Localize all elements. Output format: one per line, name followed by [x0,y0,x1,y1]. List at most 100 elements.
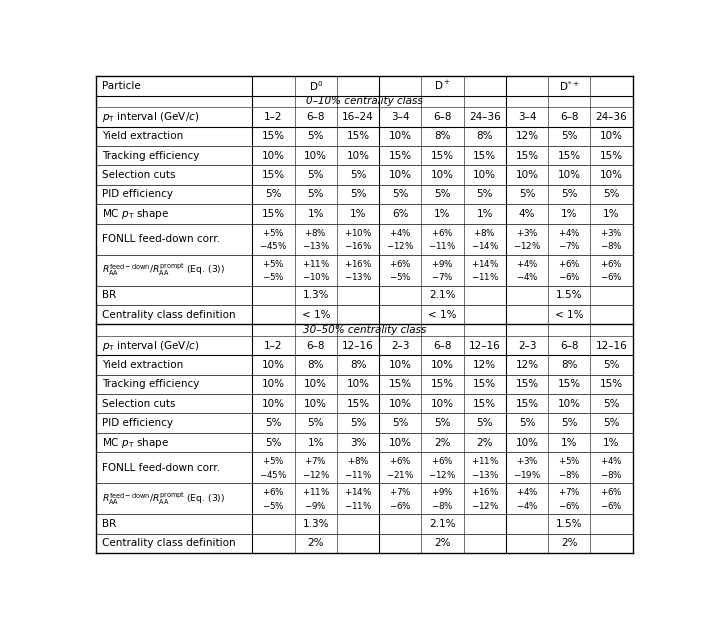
Text: 1%: 1% [308,209,324,219]
Text: FONLL feed-down corr.: FONLL feed-down corr. [102,234,220,244]
Text: 5%: 5% [265,437,282,447]
Text: $+6$%: $+6$% [262,487,285,497]
Text: 2%: 2% [477,437,493,447]
Text: PID efficiency: PID efficiency [102,189,173,199]
Text: 15%: 15% [558,379,581,389]
Text: $-45$%: $-45$% [259,469,287,480]
Text: 5%: 5% [604,360,620,370]
Text: Particle: Particle [102,81,140,91]
Text: 2.1%: 2.1% [429,519,456,529]
Text: 12–16: 12–16 [469,341,501,351]
Text: 10%: 10% [389,360,412,370]
Text: 15%: 15% [600,151,623,161]
Text: D$^+$: D$^+$ [434,79,451,92]
Text: 15%: 15% [262,131,285,141]
Text: 10%: 10% [389,170,412,180]
Text: $-11$%: $-11$% [471,272,499,282]
Text: 0–10% centrality class: 0–10% centrality class [306,97,423,107]
Text: 4%: 4% [519,209,535,219]
Text: 5%: 5% [519,189,535,199]
Text: $-12$%: $-12$% [301,469,330,480]
Text: 1%: 1% [561,437,578,447]
Text: 12–16: 12–16 [342,341,374,351]
Text: 8%: 8% [434,131,450,141]
Text: 10%: 10% [304,151,328,161]
Text: $-6$%: $-6$% [558,272,580,282]
Text: $+7$%: $+7$% [304,455,327,467]
Text: 10%: 10% [431,360,454,370]
Text: 15%: 15% [347,399,369,409]
Text: $-8$%: $-8$% [600,469,623,480]
Text: 15%: 15% [389,151,412,161]
Text: 15%: 15% [389,379,412,389]
Text: $-4$%: $-4$% [515,500,539,511]
Text: 5%: 5% [477,418,493,428]
Text: $+14$%: $+14$% [344,487,372,497]
Text: $+4$%: $+4$% [515,487,539,497]
Text: $-11$%: $-11$% [344,500,372,511]
Text: 1–2: 1–2 [264,341,283,351]
Text: $+5$%: $+5$% [558,455,580,467]
Text: $-13$%: $-13$% [471,469,499,480]
Text: $+7$%: $+7$% [389,487,412,497]
Text: Yield extraction: Yield extraction [102,360,183,370]
Text: $-6$%: $-6$% [558,500,580,511]
Text: $+6$%: $+6$% [600,487,623,497]
Text: 5%: 5% [308,170,324,180]
Text: $+8$%: $+8$% [347,455,369,467]
Text: 8%: 8% [477,131,493,141]
Text: 2–3: 2–3 [517,341,537,351]
Text: 5%: 5% [561,189,578,199]
Text: 16–24: 16–24 [342,112,374,122]
Text: 10%: 10% [515,170,539,180]
Text: 5%: 5% [604,189,620,199]
Text: 8%: 8% [349,360,366,370]
Text: 8%: 8% [561,360,578,370]
Text: 10%: 10% [262,360,285,370]
Text: 1%: 1% [434,209,450,219]
Text: 1.3%: 1.3% [303,290,329,300]
Text: FONLL feed-down corr.: FONLL feed-down corr. [102,463,220,473]
Text: $-5$%: $-5$% [262,272,285,282]
Text: 2%: 2% [308,538,324,548]
Text: 8%: 8% [308,360,324,370]
Text: $-19$%: $-19$% [513,469,542,480]
Text: $-7$%: $-7$% [558,240,580,251]
Text: $-13$%: $-13$% [301,240,330,251]
Text: 10%: 10% [262,151,285,161]
Text: 24–36: 24–36 [596,112,628,122]
Text: 10%: 10% [262,379,285,389]
Text: 5%: 5% [561,131,578,141]
Text: 6–8: 6–8 [306,112,325,122]
Text: $-10$%: $-10$% [301,272,330,282]
Text: 6–8: 6–8 [433,341,452,351]
Text: $-11$%: $-11$% [344,469,372,480]
Text: 2%: 2% [434,538,450,548]
Text: 15%: 15% [600,379,623,389]
Text: 10%: 10% [389,131,412,141]
Text: $-13$%: $-13$% [344,272,372,282]
Text: 2–3: 2–3 [391,341,409,351]
Text: 10%: 10% [600,170,623,180]
Text: $+6$%: $+6$% [389,258,412,269]
Text: < 1%: < 1% [429,310,457,320]
Text: 2%: 2% [434,437,450,447]
Text: 10%: 10% [389,437,412,447]
Text: $-6$%: $-6$% [600,272,623,282]
Text: $+11$%: $+11$% [301,487,330,497]
Text: 12%: 12% [515,360,539,370]
Text: $+3$%: $+3$% [515,455,539,467]
Text: 2.1%: 2.1% [429,290,456,300]
Text: MC $p_{\rm T}$ shape: MC $p_{\rm T}$ shape [102,207,169,221]
Text: $+6$%: $+6$% [431,227,454,238]
Text: $-8$%: $-8$% [558,469,580,480]
Text: $+6$%: $+6$% [431,455,454,467]
Text: $+4$%: $+4$% [558,227,580,238]
Text: 3%: 3% [349,437,366,447]
Text: 10%: 10% [473,170,496,180]
Text: 5%: 5% [392,418,409,428]
Text: $+9$%: $+9$% [431,487,454,497]
Text: 3–4: 3–4 [517,112,537,122]
Text: 5%: 5% [561,418,578,428]
Text: 10%: 10% [558,399,581,409]
